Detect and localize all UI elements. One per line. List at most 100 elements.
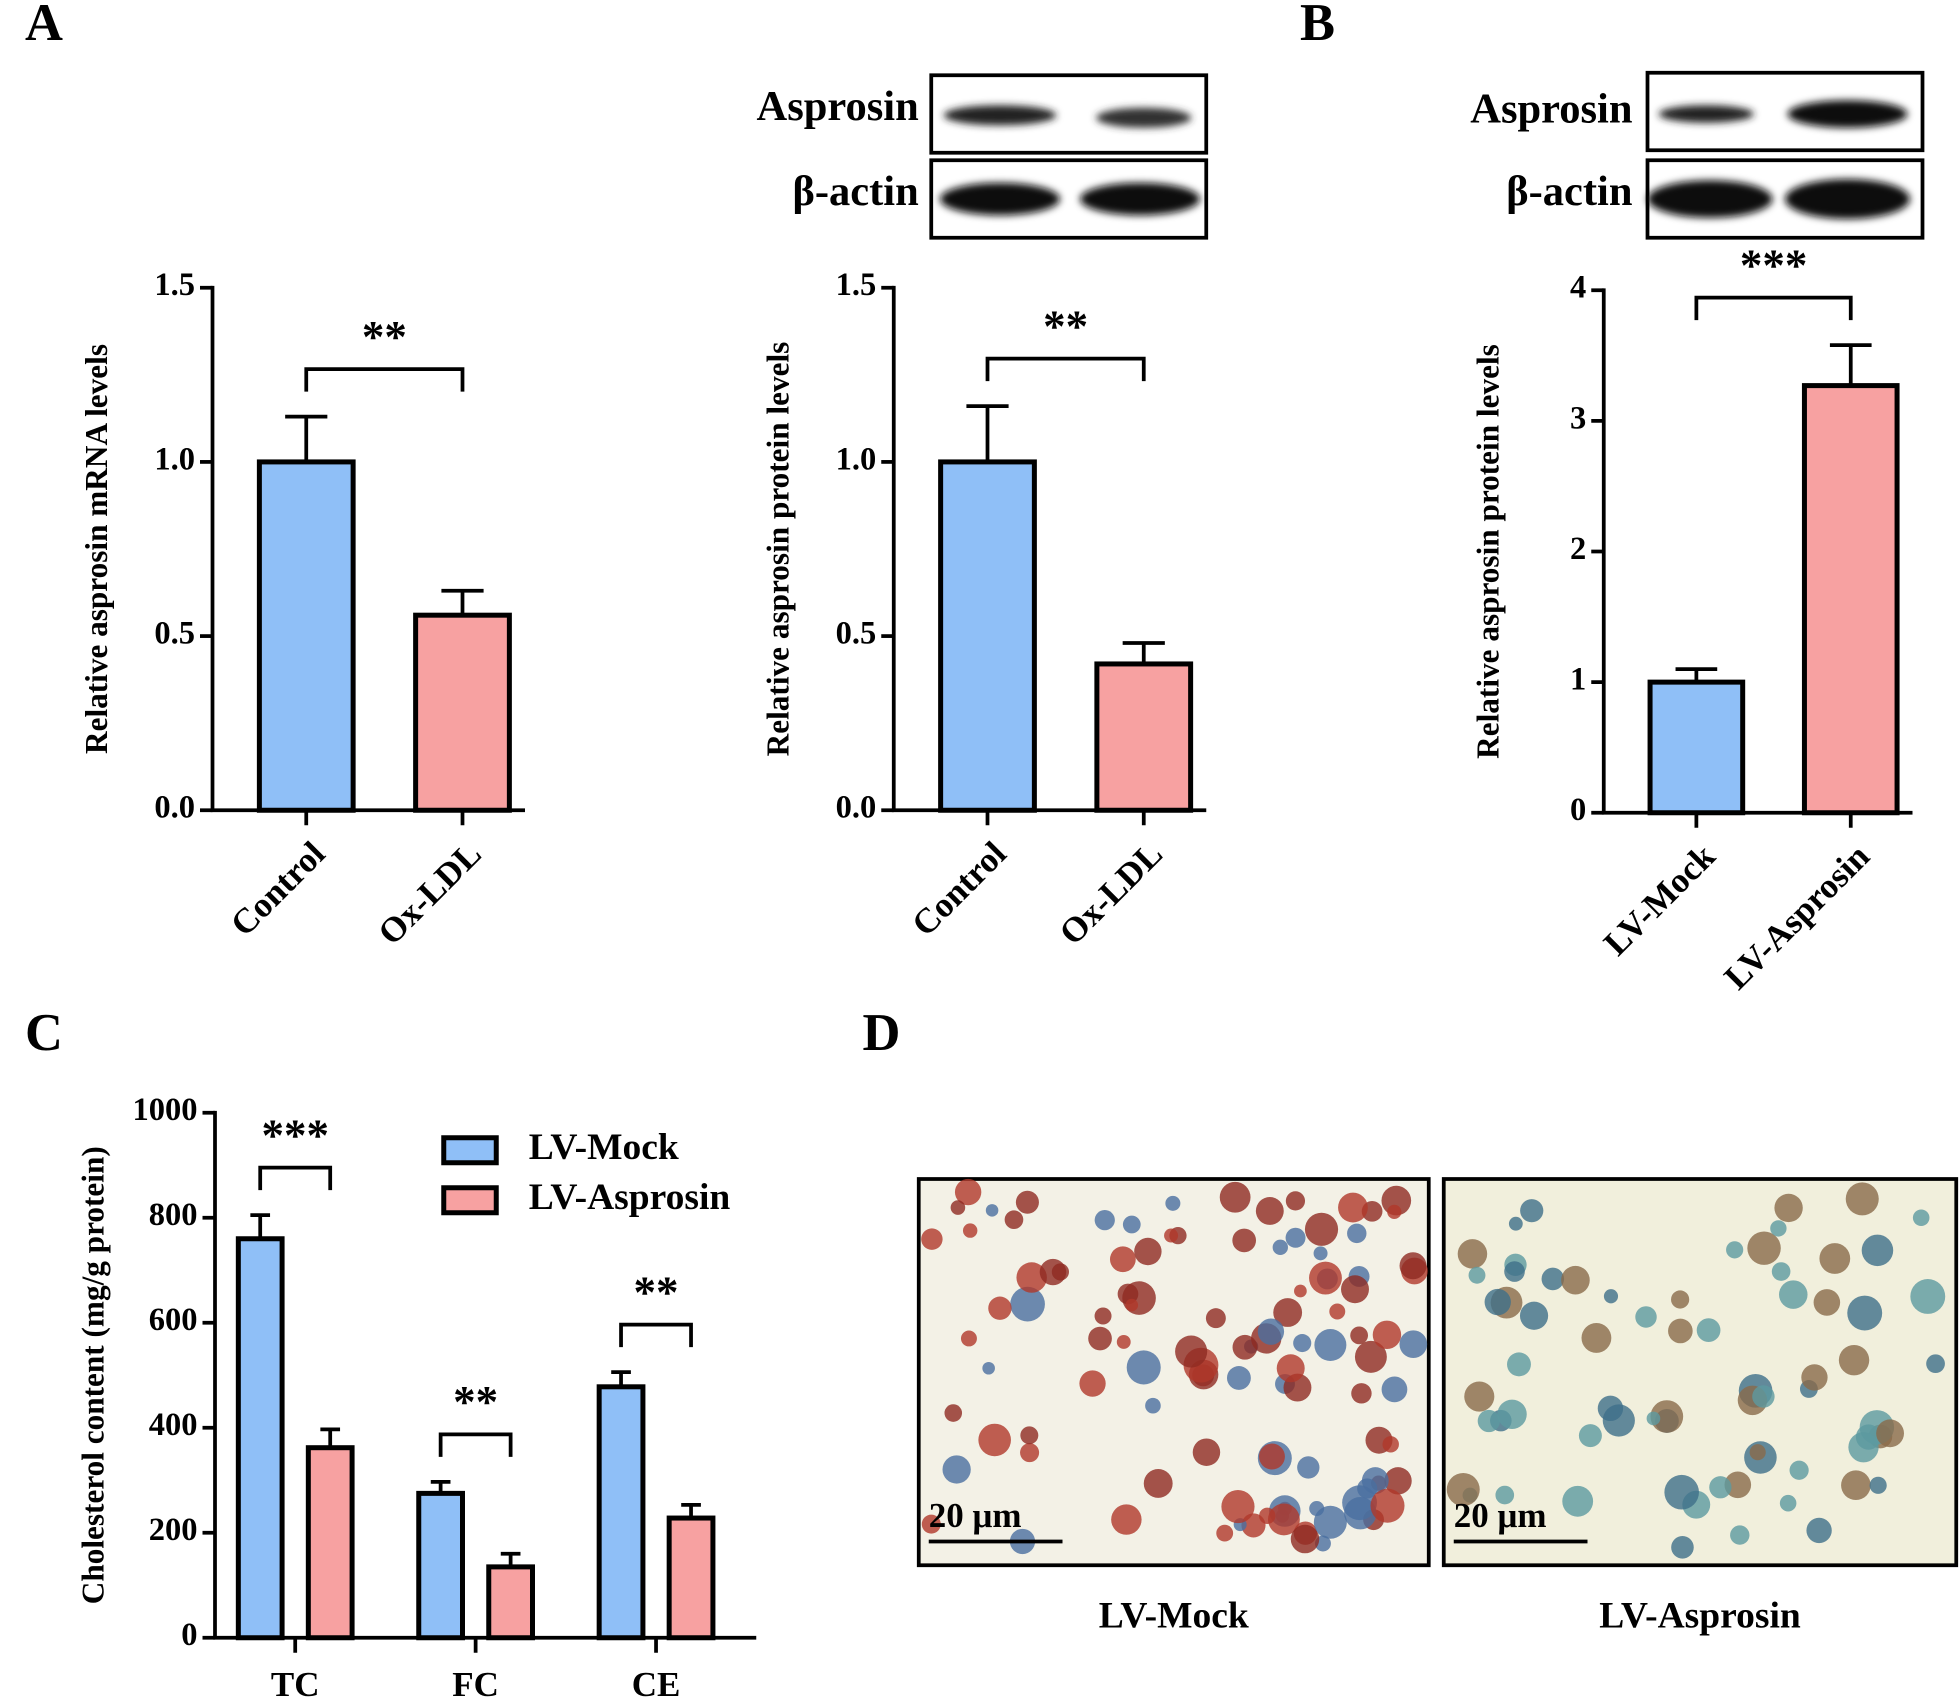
y-axis-label: Relative asprosin mRNA levels [79, 344, 114, 754]
cell [1134, 1237, 1162, 1266]
significance-bracket [258, 1165, 333, 1191]
cell [978, 1423, 1011, 1457]
cell [1847, 1295, 1883, 1331]
cell [1175, 1335, 1208, 1368]
x-tick-label: TC [271, 1665, 320, 1704]
cell [1752, 1385, 1775, 1408]
cell [988, 1296, 1012, 1320]
cell [1094, 1307, 1112, 1325]
cell [1016, 1262, 1047, 1293]
micrograph: 20 μm [1441, 1177, 1959, 1568]
y-tick-label: 3 [1570, 400, 1586, 436]
micrograph-label: LV-Mock [1099, 1596, 1249, 1637]
cell [1770, 1220, 1787, 1237]
legend-swatch [441, 1135, 499, 1166]
y-tick-label: 400 [149, 1407, 198, 1443]
cell [1724, 1471, 1752, 1499]
cell [1351, 1383, 1372, 1404]
cell [1094, 1210, 1115, 1231]
micrograph: 20 μm [916, 1177, 1431, 1568]
cell [1273, 1298, 1303, 1327]
y-tick-label: 0.5 [836, 616, 877, 652]
cell [1293, 1334, 1312, 1353]
cell [1257, 1318, 1285, 1345]
y-tick-label: 1000 [133, 1092, 198, 1128]
error-bar [430, 1479, 451, 1494]
y-tick-label: 2 [1570, 531, 1586, 567]
cell [1841, 1470, 1871, 1501]
cell [1726, 1241, 1744, 1259]
y-tick-label: 1.0 [154, 441, 195, 477]
cell [1806, 1517, 1832, 1544]
cell [1226, 1366, 1251, 1390]
x-tick-label: Ox-LDL [1052, 834, 1170, 952]
cell [982, 1361, 995, 1375]
cell [1779, 1280, 1808, 1309]
cell [1381, 1376, 1408, 1403]
y-tick-label: 1.5 [154, 267, 195, 303]
blot-label: Asprosin [1470, 86, 1632, 133]
cell [1869, 1476, 1887, 1494]
cell [1747, 1231, 1781, 1265]
x-tick-label: Control [904, 834, 1014, 944]
cell [1779, 1494, 1797, 1512]
significance-label: ** [362, 312, 407, 362]
cell [1258, 1443, 1285, 1470]
cell [1313, 1246, 1328, 1261]
cell [1004, 1210, 1024, 1230]
cell [1205, 1308, 1226, 1329]
cell [1910, 1279, 1946, 1314]
y-tick-label: 0.5 [154, 616, 195, 652]
blot-label: β-actin [1506, 168, 1632, 215]
cell [1347, 1223, 1367, 1244]
cell [1696, 1318, 1721, 1343]
cell [1088, 1326, 1112, 1351]
panel-label: B [1300, 0, 1335, 52]
bar [1094, 661, 1194, 813]
cell [1039, 1258, 1067, 1286]
significance-bracket [438, 1432, 513, 1457]
cell [1520, 1199, 1544, 1223]
cell [985, 1204, 999, 1217]
cell [1294, 1284, 1307, 1298]
y-tick-label: 4 [1570, 270, 1586, 306]
cell [1668, 1318, 1693, 1344]
cell [1774, 1193, 1803, 1223]
cell [1125, 1298, 1139, 1312]
significance-label: ** [634, 1267, 679, 1317]
cell [1111, 1504, 1142, 1535]
blot-label: β-actin [792, 168, 918, 215]
y-axis-label: Relative asprosin protein levels [760, 342, 795, 757]
cell [1399, 1252, 1427, 1280]
error-bar [250, 1213, 271, 1239]
cell [1109, 1246, 1136, 1273]
cell [942, 1455, 971, 1484]
y-tick-label: 1.5 [836, 267, 877, 303]
significance-label: *** [1740, 240, 1808, 290]
cell [1255, 1197, 1284, 1225]
cell [1603, 1289, 1619, 1304]
cell [921, 1228, 943, 1250]
significance-bracket [619, 1322, 693, 1348]
cell [1477, 1409, 1500, 1433]
y-tick-label: 0.0 [154, 790, 195, 826]
cell [1562, 1485, 1594, 1517]
cell [1646, 1411, 1661, 1426]
cell [954, 1178, 982, 1206]
micrograph-label: LV-Asprosin [1599, 1596, 1801, 1637]
bar [413, 612, 512, 813]
cell [1126, 1350, 1161, 1385]
x-tick-label: Ox-LDL [370, 834, 488, 952]
cell [1232, 1228, 1257, 1253]
legend-label: LV-Asprosin [529, 1177, 731, 1218]
bar [235, 1236, 285, 1641]
cell [1232, 1334, 1258, 1360]
cell [1730, 1525, 1750, 1545]
cell [1338, 1192, 1368, 1223]
y-tick-label: 800 [149, 1197, 198, 1233]
y-axis-label: Relative asprosin protein levels [1470, 344, 1505, 759]
cell [1314, 1329, 1347, 1362]
significance-bracket [304, 367, 465, 392]
cell [1387, 1204, 1402, 1220]
